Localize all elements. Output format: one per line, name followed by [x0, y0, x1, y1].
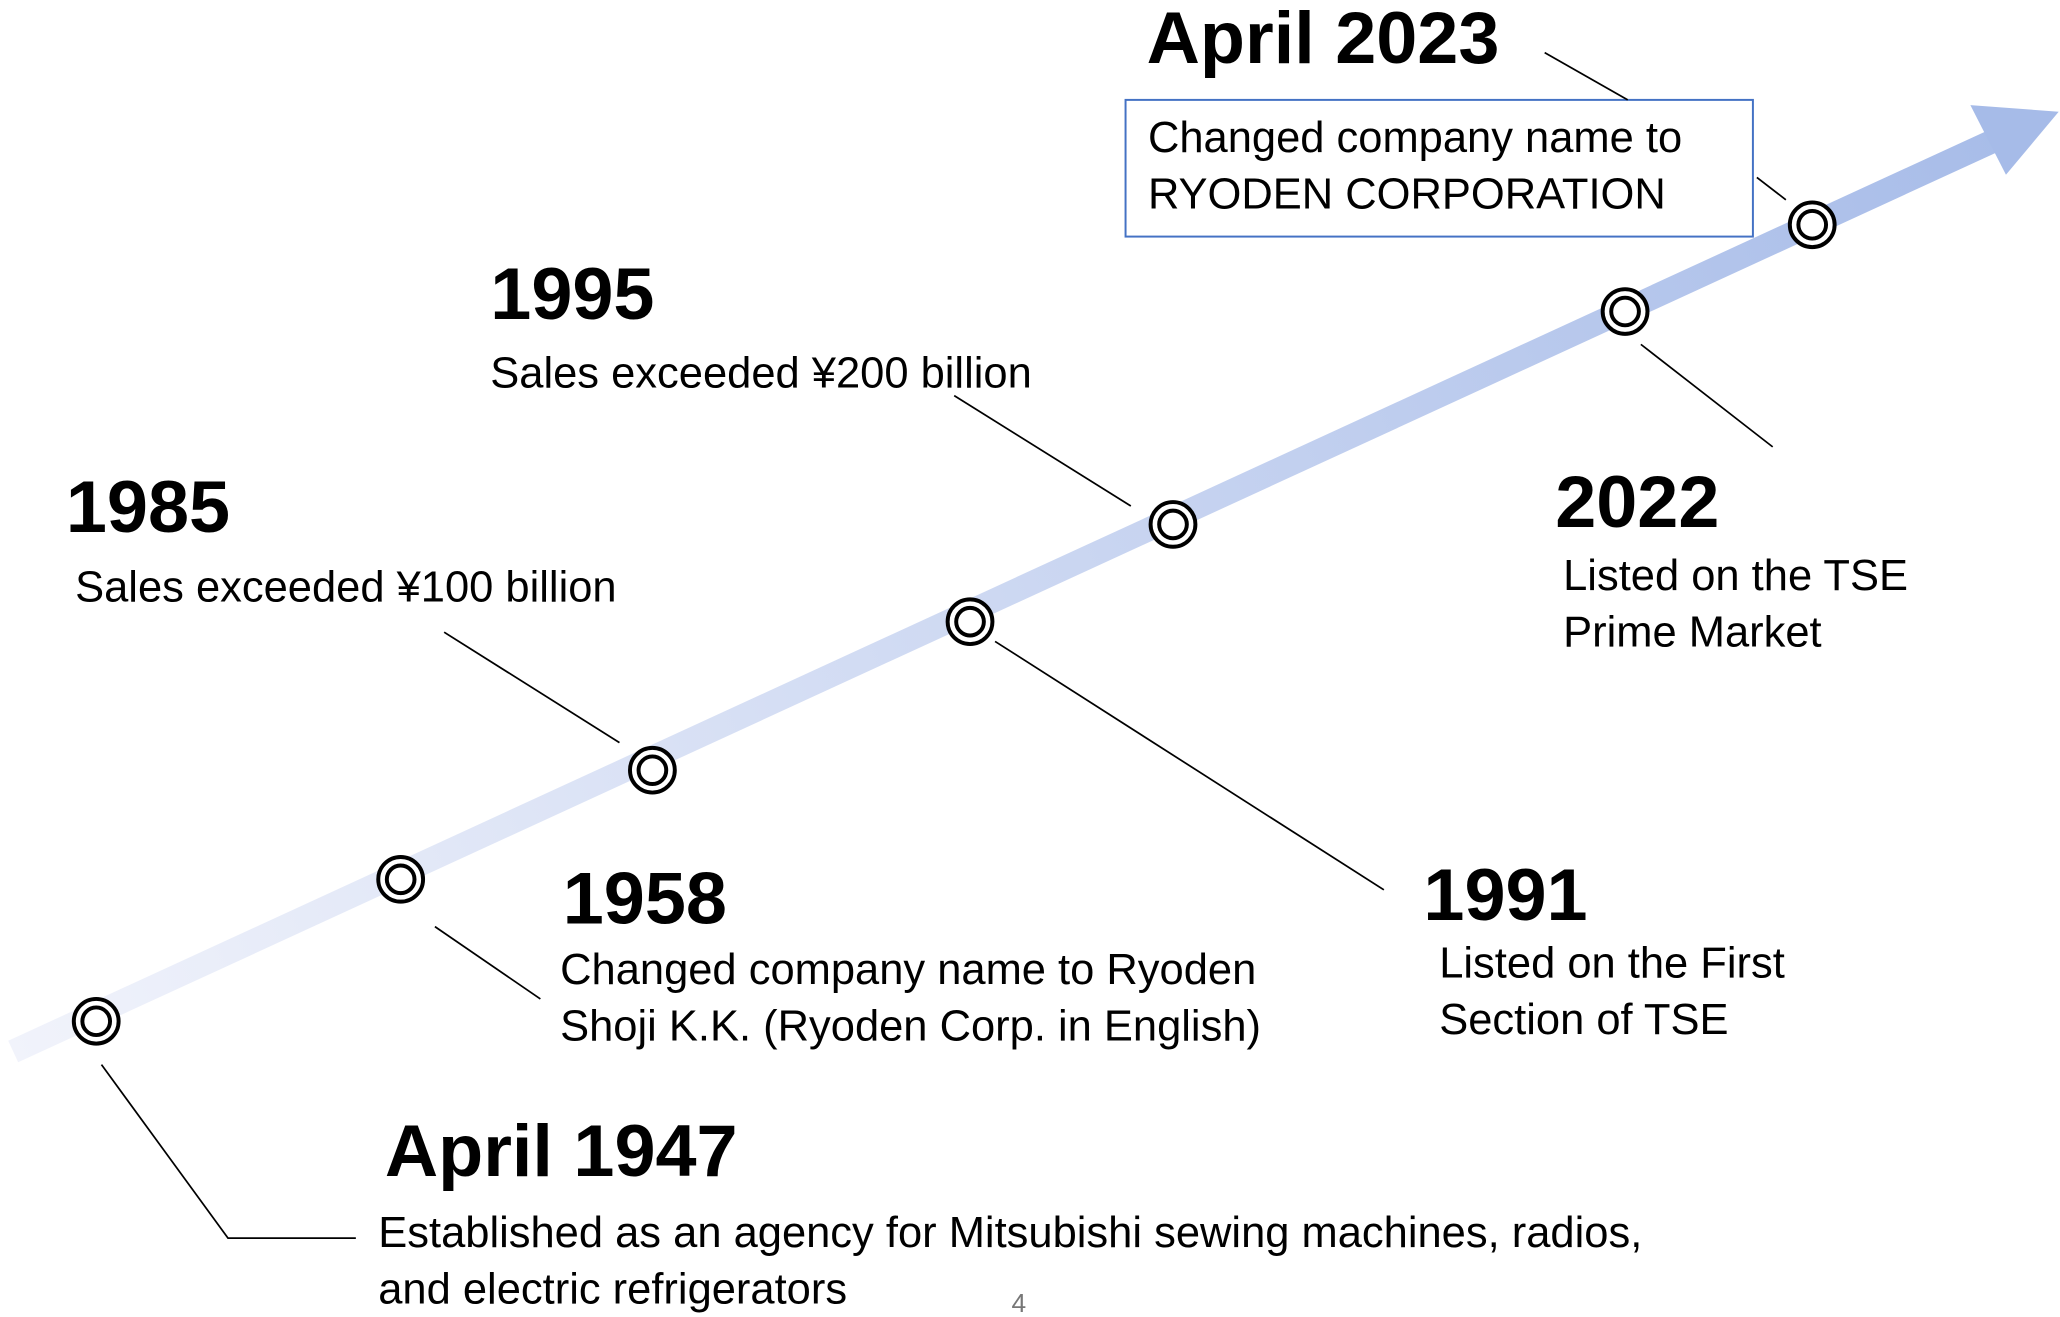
highlight-box [1124, 98, 1754, 238]
leader-line [1756, 176, 1787, 201]
event-description: Listed on the First [1439, 940, 1785, 988]
event-description: Sales exceeded ¥100 billion [75, 564, 617, 612]
event-description: and electric refrigerators [378, 1266, 847, 1314]
event-date: 1995 [490, 252, 654, 335]
milestone-inner [384, 863, 417, 896]
milestone-inner [1609, 295, 1641, 328]
event-date: 2022 [1555, 460, 1719, 543]
leader-line [994, 640, 1385, 891]
milestone-inner [954, 605, 986, 638]
timeline-arrow [8, 128, 2002, 1063]
arrow-head [1970, 105, 2059, 175]
event-description: Listed on the TSE [1563, 552, 1908, 600]
event-date: April 2023 [1147, 0, 1500, 79]
event-description: Changed company name to [1148, 114, 1682, 162]
milestone-inner [1796, 208, 1829, 241]
leader-line [100, 1064, 356, 1239]
event-description: Shoji K.K. (Ryoden Corp. in English) [560, 1003, 1261, 1051]
event-description: Prime Market [1563, 608, 1822, 656]
milestone-inner [636, 754, 669, 786]
leader-line [443, 631, 620, 744]
leader-line [1640, 343, 1774, 448]
page-number: 4 [1011, 1288, 1026, 1317]
milestone-inner [1157, 508, 1189, 541]
leader-line [434, 925, 541, 1000]
event-date: 1991 [1423, 853, 1587, 936]
event-description: Sales exceeded ¥200 billion [490, 349, 1032, 397]
event-date: April 1947 [385, 1109, 738, 1192]
event-description: Changed company name to Ryoden [560, 946, 1256, 994]
milestone-inner [80, 1005, 113, 1038]
leader-line [953, 394, 1132, 507]
event-description: Established as an agency for Mitsubishi … [378, 1209, 1642, 1257]
event-description: RYODEN CORPORATION [1148, 171, 1666, 219]
event-date: 1985 [66, 465, 230, 548]
event-description: Section of TSE [1439, 996, 1728, 1044]
leader-line [1544, 51, 1629, 101]
event-date: 1958 [563, 857, 727, 940]
